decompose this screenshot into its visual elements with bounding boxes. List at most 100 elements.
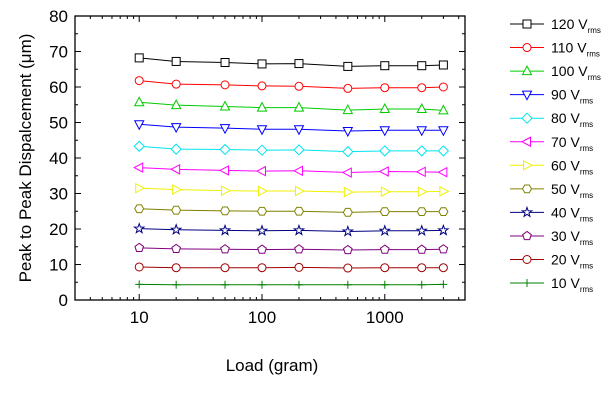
data-point: [292, 223, 306, 236]
series-layer: [133, 53, 450, 289]
x-tick-label: 100: [248, 308, 276, 327]
data-point: [256, 101, 268, 112]
legend-label-subscript: rms: [580, 262, 593, 271]
data-point: [170, 123, 182, 134]
data-point: [133, 120, 145, 131]
legend-item: 20 Vrms: [510, 252, 593, 271]
data-point: [439, 280, 448, 289]
data-point: [292, 165, 303, 177]
data-point: [171, 56, 181, 66]
legend-label: 70 Vrms: [551, 134, 593, 153]
data-point: [257, 244, 267, 254]
series-line: [139, 123, 444, 132]
series-line: [139, 57, 444, 67]
series-group: [133, 140, 450, 158]
data-point: [255, 224, 269, 237]
data-point: [437, 223, 450, 236]
y-tick-label: 20: [49, 220, 68, 239]
data-point: [342, 127, 354, 138]
data-point: [257, 81, 267, 91]
data-point: [169, 223, 183, 235]
series-group: [134, 242, 449, 255]
data-point: [438, 207, 449, 217]
legend-marker: [522, 255, 532, 264]
series-group: [133, 96, 449, 115]
legend-item: 80 Vrms: [510, 110, 593, 129]
data-point: [379, 102, 391, 114]
legend-label: 110 Vrms: [551, 40, 600, 59]
series-group: [134, 262, 448, 273]
legend-label-subscript: rms: [588, 26, 601, 35]
data-point: [438, 126, 449, 137]
data-point: [255, 165, 266, 177]
y-tick-label: 40: [49, 149, 68, 168]
y-tick-label: 10: [49, 256, 68, 275]
legend-marker: [521, 112, 533, 124]
x-tick-label: 1000: [366, 308, 404, 327]
series-group: [133, 120, 449, 138]
series-line: [139, 167, 444, 174]
data-point: [417, 263, 427, 273]
data-point: [380, 280, 389, 289]
data-point: [342, 244, 353, 255]
data-point: [437, 145, 450, 157]
legend-marker: [520, 136, 531, 148]
y-tick-label: 70: [49, 43, 68, 62]
data-point: [343, 61, 353, 71]
legend-label-subscript: rms: [580, 191, 593, 200]
data-point: [220, 263, 230, 273]
series-line: [139, 208, 444, 213]
legend-label: 30 Vrms: [551, 228, 593, 247]
data-point: [342, 207, 353, 217]
y-tick-label: 0: [59, 291, 68, 310]
legend-item: 70 Vrms: [510, 134, 593, 153]
legend-label: 120 Vrms: [551, 16, 601, 35]
data-point: [438, 104, 449, 115]
data-point: [218, 223, 232, 236]
data-point: [378, 166, 389, 177]
data-point: [342, 145, 354, 158]
data-point: [135, 182, 146, 194]
data-point: [380, 263, 390, 273]
data-point: [416, 207, 427, 217]
series-group: [133, 162, 448, 178]
data-point: [294, 280, 303, 289]
legend-label: 20 Vrms: [551, 252, 593, 271]
data-point: [171, 79, 181, 89]
data-point: [171, 243, 182, 254]
data-point: [439, 186, 450, 197]
data-point: [417, 280, 426, 289]
legend-item: 120 Vrms: [510, 16, 601, 35]
data-point: [416, 126, 428, 137]
data-point: [172, 280, 181, 289]
y-axis-label: Peak to Peak Dispalcement (μm): [16, 34, 35, 283]
legend-label: 50 Vrms: [551, 181, 593, 200]
data-point: [219, 124, 231, 135]
x-axis-label: Load (gram): [226, 356, 319, 375]
series-line: [139, 247, 444, 251]
data-point: [343, 186, 354, 198]
data-point: [294, 262, 304, 272]
legend-marker: [522, 43, 532, 53]
data-point: [378, 224, 391, 237]
data-point: [170, 99, 182, 110]
data-point: [257, 280, 266, 289]
legend-label-subscript: rms: [580, 285, 593, 294]
legend-label-subscript: rms: [587, 50, 600, 59]
data-point: [135, 280, 144, 289]
data-point: [416, 244, 427, 254]
data-point: [218, 165, 230, 176]
x-tick-label: 10: [130, 308, 149, 327]
data-point: [415, 224, 428, 237]
data-point: [221, 280, 230, 289]
legend-marker: [523, 279, 531, 288]
data-point: [293, 125, 305, 136]
data-point: [417, 83, 427, 93]
series-line: [139, 101, 444, 111]
data-point: [438, 263, 448, 273]
legend-label-subscript: rms: [580, 167, 593, 176]
data-point: [134, 262, 144, 272]
data-point: [294, 244, 304, 254]
data-point: [133, 96, 145, 107]
data-point: [416, 102, 428, 114]
